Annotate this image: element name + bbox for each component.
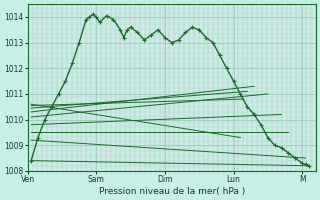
- X-axis label: Pression niveau de la mer( hPa ): Pression niveau de la mer( hPa ): [99, 187, 245, 196]
